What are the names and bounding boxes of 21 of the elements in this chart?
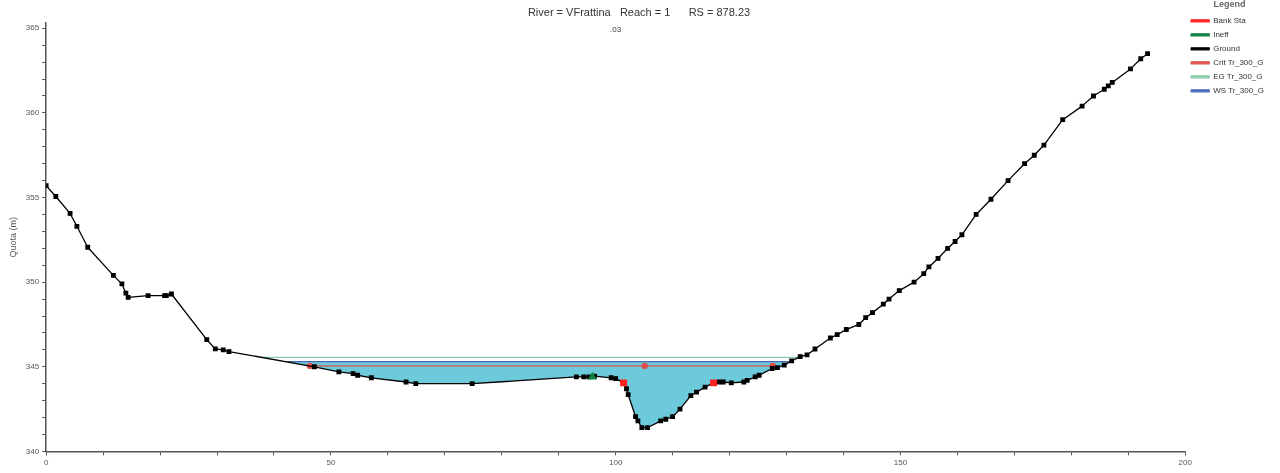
y-tick-label: 360 <box>25 108 40 118</box>
legend-label: Crit Tr_300_G <box>1213 58 1264 67</box>
x-tick-label: 50 <box>326 458 336 468</box>
legend-label: Bank Sta <box>1213 16 1247 25</box>
legend-label: Ground <box>1213 44 1240 53</box>
y-tick-label: 350 <box>25 277 40 287</box>
x-tick-label: 200 <box>1178 458 1193 468</box>
annotation: .03 <box>610 25 622 35</box>
x-tick-label: 0 <box>43 458 49 468</box>
x-tick-label: 150 <box>893 458 908 468</box>
legend-label: EG Tr_300_G <box>1213 72 1263 81</box>
legend-label: Ineff <box>1213 30 1230 39</box>
y-tick-label: 345 <box>25 361 40 371</box>
legend-title: Legend <box>1213 0 1246 9</box>
y-tick-label: 355 <box>25 192 40 202</box>
y-axis-title: Quota (m) <box>7 217 18 258</box>
x-tick-label: 100 <box>608 458 623 468</box>
chart-title: River = VFrattina Reach = 1 RS = 878.23 <box>527 5 751 18</box>
legend-label: WS Tr_300_G <box>1213 86 1264 95</box>
y-tick-label: 365 <box>25 23 40 33</box>
y-tick-label: 340 <box>25 446 40 456</box>
